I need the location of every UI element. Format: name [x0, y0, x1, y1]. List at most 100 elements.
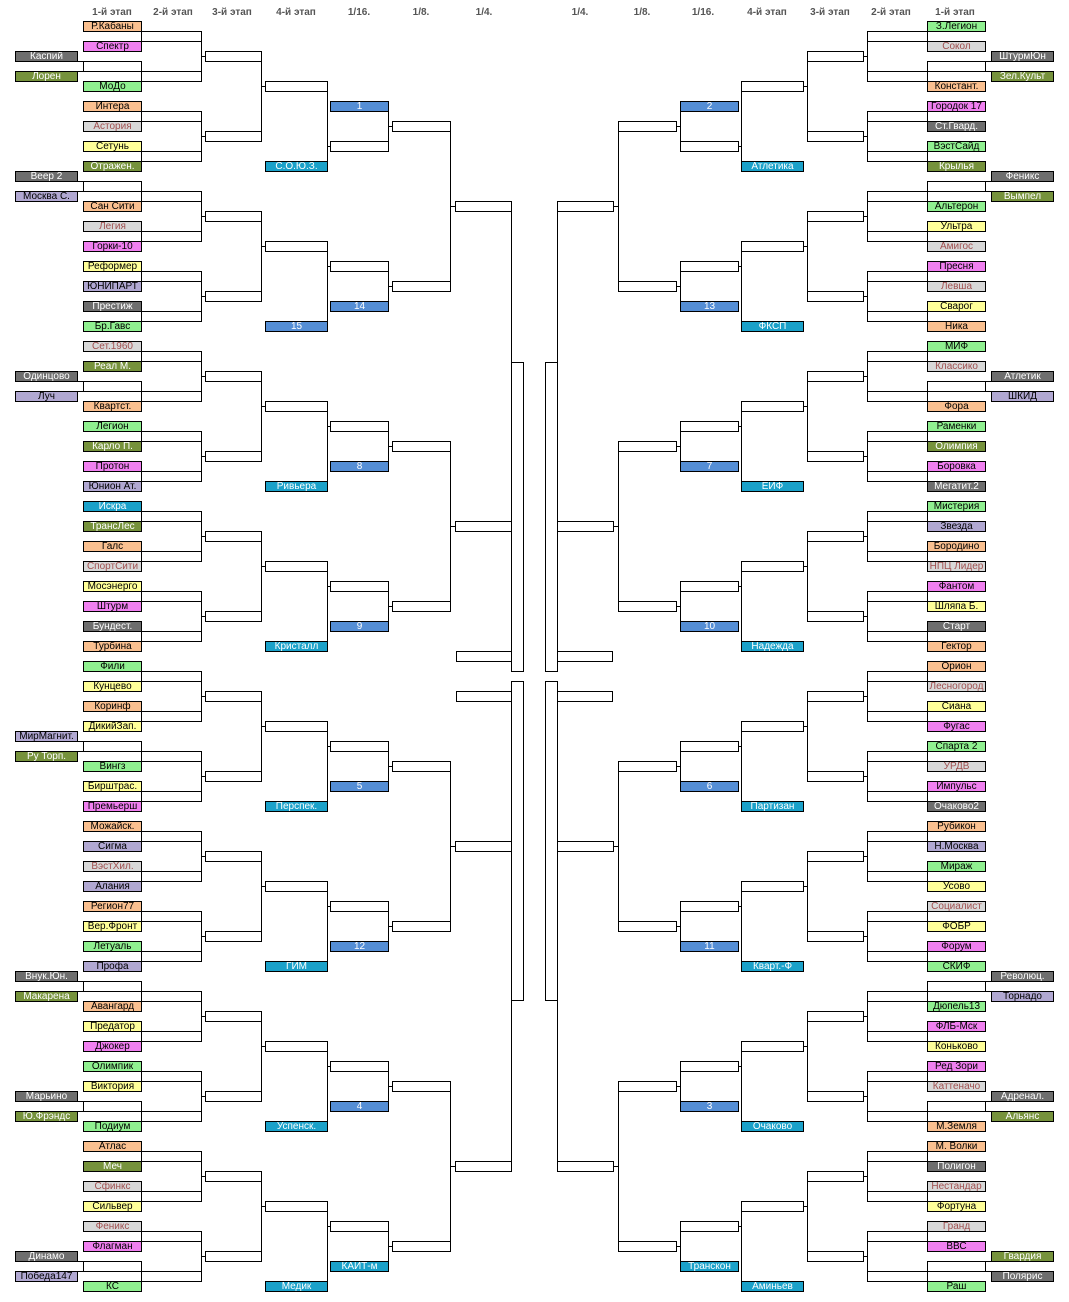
connector-line — [985, 381, 992, 382]
empty-slot — [455, 521, 512, 532]
connector-line — [77, 981, 84, 982]
empty-slot — [680, 741, 739, 752]
empty-slot — [265, 721, 328, 732]
empty-slot — [807, 1011, 864, 1022]
empty-slot — [392, 121, 451, 132]
empty-slot — [455, 1161, 512, 1172]
connector-line — [676, 606, 681, 607]
connector-line — [803, 1206, 808, 1207]
connector-line — [803, 246, 808, 247]
empty-slot — [141, 31, 202, 42]
team-slot: Сфинкс — [83, 1181, 142, 1192]
empty-slot — [455, 201, 512, 212]
empty-slot — [867, 231, 928, 242]
connector-line — [450, 1166, 456, 1167]
connector-line — [77, 381, 84, 382]
connector-line — [77, 391, 84, 392]
empty-slot — [680, 1061, 739, 1072]
team-slot: Алания — [83, 881, 142, 892]
connector-line — [985, 71, 992, 72]
connector-line — [863, 536, 868, 537]
team-slot: ФОБР — [927, 921, 986, 932]
empty-slot — [867, 551, 928, 562]
connector-line — [985, 1271, 992, 1272]
empty-slot — [141, 1191, 202, 1202]
team-slot: Олимпия — [927, 441, 986, 452]
empty-slot — [618, 601, 677, 612]
empty-slot — [330, 421, 389, 432]
empty-slot — [205, 611, 262, 622]
team-slot: МоДо — [83, 81, 142, 92]
team-slot: Сокол — [927, 41, 986, 52]
connector-line — [511, 681, 523, 682]
connector-line — [807, 1016, 808, 1097]
connector-line — [261, 856, 262, 937]
connector-line — [741, 246, 742, 327]
column-header-right: 2-й этап — [871, 7, 911, 18]
seed-slot: ГИМ — [265, 961, 328, 972]
connector-line — [201, 616, 206, 617]
connector-line — [450, 206, 456, 207]
empty-slot — [141, 271, 202, 282]
final-slot — [557, 651, 613, 662]
connector-line — [261, 1016, 262, 1097]
semifinal-slot — [511, 681, 524, 1001]
empty-slot — [205, 691, 262, 702]
connector-line — [741, 886, 742, 967]
empty-slot — [927, 1261, 986, 1272]
connector-line — [676, 766, 681, 767]
empty-slot — [680, 421, 739, 432]
empty-slot — [392, 1081, 451, 1092]
connector-line — [201, 1256, 206, 1257]
connector-line — [511, 1000, 512, 1167]
connector-line — [985, 1261, 992, 1262]
column-header-right: 4-й этап — [747, 7, 787, 18]
empty-slot — [141, 191, 202, 202]
empty-slot — [205, 851, 262, 862]
team-slot: Спарта 2 — [927, 741, 986, 752]
connector-line — [77, 991, 84, 992]
team-slot: Карло П. — [83, 441, 142, 452]
team-slot: Фантом — [927, 581, 986, 592]
seed-slot: Партизан — [741, 801, 804, 812]
seed-slot: 7 — [680, 461, 739, 472]
seed-slot: КАИТ-м — [330, 1261, 389, 1272]
empty-slot — [807, 451, 864, 462]
seed-slot: Перспек. — [265, 801, 328, 812]
connector-line — [201, 296, 206, 297]
connector-line — [863, 1096, 868, 1097]
seed-slot: Аминьев — [741, 1281, 804, 1292]
connector-line — [863, 616, 868, 617]
empty-slot — [557, 201, 614, 212]
empty-slot — [867, 631, 928, 642]
empty-slot — [807, 291, 864, 302]
team-slot: Регион77 — [83, 901, 142, 912]
connector-line — [985, 181, 992, 182]
empty-slot — [141, 151, 202, 162]
connector-line — [807, 856, 808, 937]
team-slot: Предатор — [83, 1021, 142, 1032]
connector-line — [676, 926, 681, 927]
seed-slot: Атлетика — [741, 161, 804, 172]
team-slot: Профа — [83, 961, 142, 972]
empty-slot — [867, 511, 928, 522]
empty-slot — [680, 581, 739, 592]
team-slot: Альтерон — [927, 201, 986, 212]
team-slot: Очаково2 — [927, 801, 986, 812]
team-slot: Спектр — [83, 41, 142, 52]
team-slot: Бородино — [927, 541, 986, 552]
team-slot: Констант. — [927, 81, 986, 92]
prelim-team-slot: Веер 2 — [15, 171, 78, 182]
team-slot: Пресня — [927, 261, 986, 272]
empty-slot — [867, 391, 928, 402]
prelim-team-slot: Каспий — [15, 51, 78, 62]
team-slot: Шляпа Б. — [927, 601, 986, 612]
column-header-right: 1-й этап — [935, 7, 975, 18]
connector-line — [863, 296, 868, 297]
connector-line — [738, 1226, 742, 1227]
connector-line — [261, 86, 266, 87]
team-slot: Амигос — [927, 241, 986, 252]
team-slot: Легион — [83, 421, 142, 432]
seed-slot: 13 — [680, 301, 739, 312]
empty-slot — [141, 511, 202, 522]
